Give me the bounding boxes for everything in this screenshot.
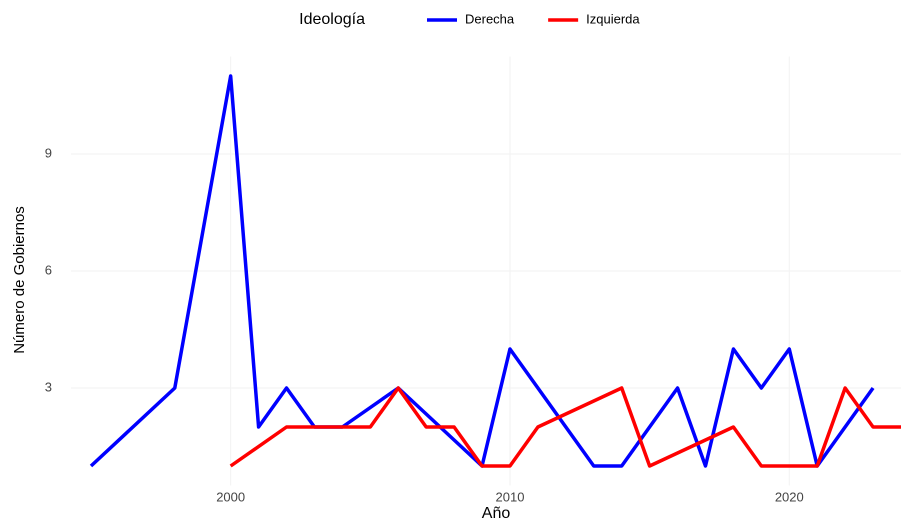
- y-axis-label: Número de Gobiernos: [11, 206, 28, 354]
- x-tick-label: 2020: [775, 489, 804, 504]
- data-line: [229, 386, 901, 468]
- x-axis-label: Año: [482, 505, 511, 522]
- x-tick-label: 2000: [216, 489, 245, 504]
- y-tick-label: 9: [45, 145, 52, 160]
- legend-title: Ideología: [299, 11, 365, 28]
- y-tick-label: 6: [45, 262, 52, 277]
- data-line: [89, 74, 875, 468]
- legend-label: Izquierda: [586, 11, 640, 26]
- x-tick-label: 2010: [496, 489, 525, 504]
- legend-label: Derecha: [465, 11, 515, 26]
- y-tick-label: 3: [45, 379, 52, 394]
